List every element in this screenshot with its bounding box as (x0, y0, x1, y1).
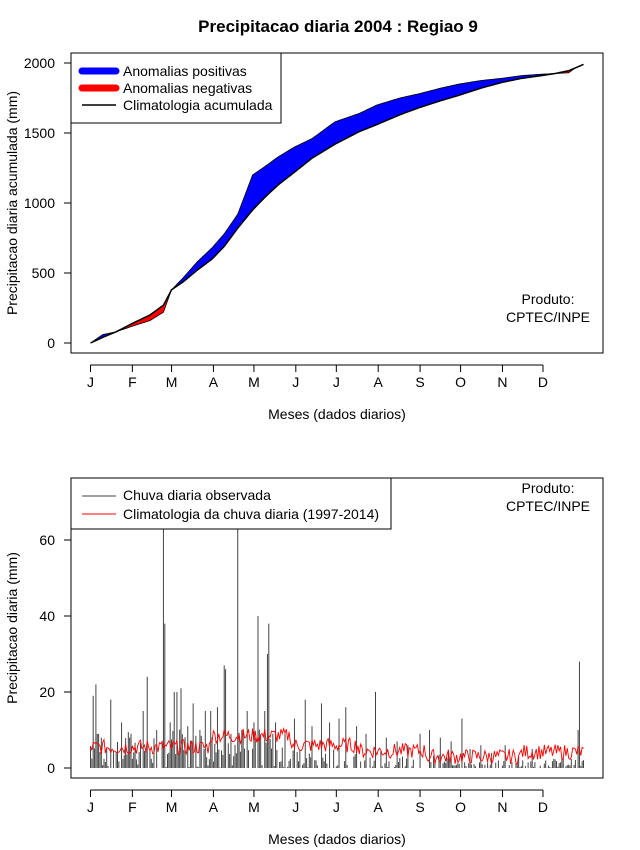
accumulated-panel: 0 500 1000 1500 2000 J F M A M J J A S O N D Precipitac… (4, 52, 604, 422)
x-tick-label-top-2: M (166, 374, 178, 390)
top-y-tick-label-1500: 1500 (24, 125, 55, 141)
x-tick-label-top-7: A (374, 374, 384, 390)
x-tick-label-top-5: J (292, 374, 299, 390)
x-tick-label-bot-6: J (333, 799, 340, 815)
x-tick-label-bot-11: D (538, 799, 548, 815)
top-y-axis: 0 500 1000 1500 2000 (24, 55, 72, 351)
x-tick-label-bot-5: J (292, 799, 299, 815)
legend-daily-clim-label: Climatologia da chuva diaria (1997-2014) (123, 506, 379, 522)
top-x-axis-label: Meses (dados diarios) (268, 406, 406, 422)
bottom-y-axis: 0 20 40 60 (39, 532, 72, 776)
bottom-product-label-line2: CPTEC/INPE (506, 498, 590, 514)
x-tick-label-bot-0: J (87, 799, 94, 815)
top-y-tick-label-0: 0 (47, 335, 55, 351)
x-tick-label-top-6: J (333, 374, 340, 390)
bottom-legend: Chuva diaria observada Climatologia da c… (70, 477, 392, 530)
x-tick-label-bot-3: A (209, 799, 219, 815)
x-tick-label-bot-4: M (248, 799, 260, 815)
daily-climatology-line (90, 726, 584, 766)
legend-positive-label: Anomalias positivas (123, 63, 247, 79)
x-tick-label-top-9: O (455, 374, 466, 390)
climatology-accumulated-line (90, 63, 584, 344)
x-tick-label-bot-8: S (415, 799, 424, 815)
chart-title: Precipitacao diaria 2004 : Regiao 9 (198, 17, 478, 36)
top-y-tick-label-1000: 1000 (24, 195, 55, 211)
x-tick-label-top-4: M (248, 374, 260, 390)
x-tick-label-bot-10: N (497, 799, 507, 815)
top-product-label-line1: Produto: (522, 291, 575, 307)
bot-y-tick-label-0: 0 (47, 760, 55, 776)
top-product-label-line2: CPTEC/INPE (506, 309, 590, 325)
x-tick-label-top-8: S (415, 374, 424, 390)
x-tick-label-bot-9: O (455, 799, 466, 815)
bottom-y-axis-label: Precipitacao diaria (mm) (4, 552, 20, 704)
legend-climatology-label: Climatologia acumulada (123, 97, 273, 113)
bot-y-tick-label-20: 20 (39, 684, 55, 700)
bottom-x-axis-label: Meses (dados diarios) (268, 831, 406, 847)
x-tick-label-top-11: D (538, 374, 548, 390)
x-tick-label-top-10: N (497, 374, 507, 390)
top-y-tick-label-500: 500 (32, 265, 56, 281)
bottom-product-label-line1: Produto: (522, 480, 575, 496)
top-y-tick-label-2000: 2000 (24, 55, 55, 71)
x-tick-label-top-3: A (209, 374, 219, 390)
bot-y-tick-label-40: 40 (39, 608, 55, 624)
legend-observed-label: Chuva diaria observada (123, 487, 271, 503)
x-tick-label-bot-7: A (374, 799, 384, 815)
top-legend: Anomalias positivas Anomalias negativas … (70, 52, 282, 124)
legend-negative-label: Anomalias negativas (123, 80, 252, 96)
bottom-legend-box (70, 477, 392, 530)
daily-panel: 0 20 40 60 J F M A M J J A S O N D Precipitacao diaria… (4, 477, 604, 847)
x-tick-label-top-1: F (128, 374, 137, 390)
x-tick-label-bot-2: M (166, 799, 178, 815)
observed-daily-bars (90, 483, 584, 768)
x-tick-label-bot-1: F (128, 799, 137, 815)
x-tick-label-top-0: J (87, 374, 94, 390)
top-y-axis-label: Precipitacao diaria acumulada (mm) (4, 91, 20, 315)
bot-y-tick-label-60: 60 (39, 532, 55, 548)
